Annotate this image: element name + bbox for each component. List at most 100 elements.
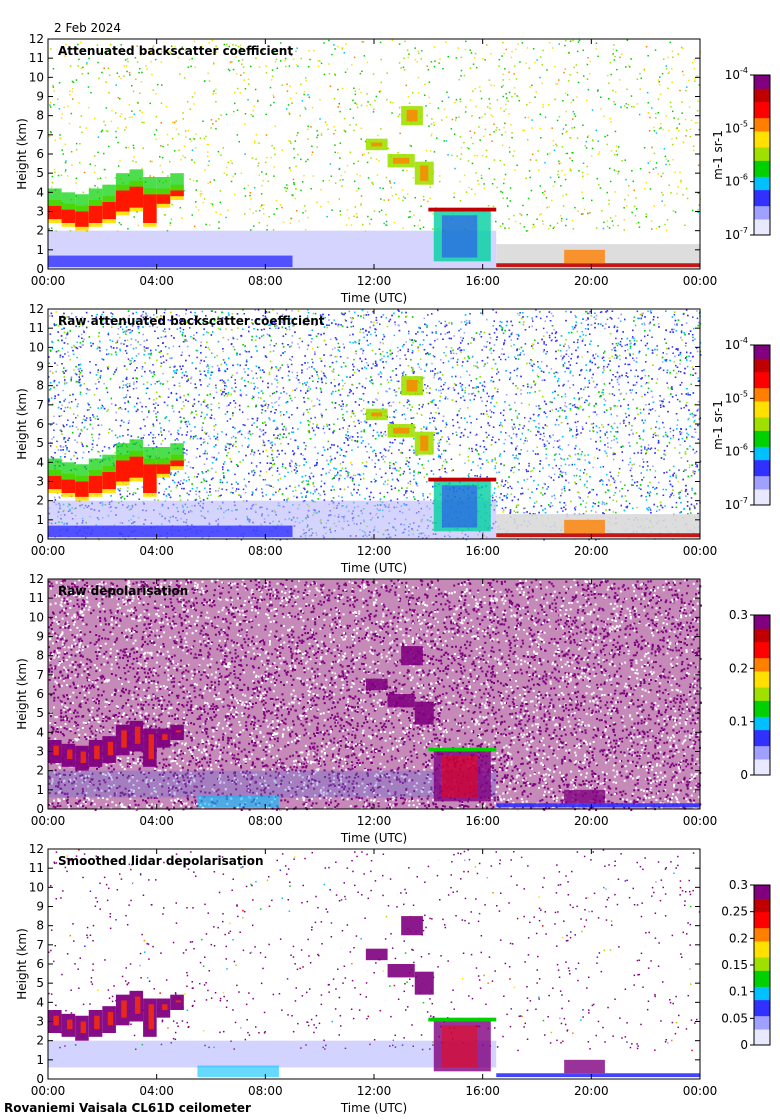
y-tick-label: 9 (36, 90, 44, 104)
colorbar-label: m-1 sr-1 (711, 130, 725, 180)
y-tick-label: 2 (36, 224, 44, 238)
y-tick-label: 8 (36, 919, 44, 933)
colorbar-tick-label: 10-4 (725, 336, 748, 352)
colorbar-tick-label: 10-4 (725, 66, 748, 82)
y-tick-label: 7 (36, 128, 44, 142)
y-tick-label: 1 (36, 783, 44, 797)
x-tick-label: 12:00 (357, 544, 392, 558)
y-axis-label: Height (km) (15, 388, 29, 459)
x-tick-label: 04:00 (139, 274, 174, 288)
y-tick-label: 9 (36, 360, 44, 374)
y-tick-label: 3 (36, 205, 44, 219)
x-tick-label: 12:00 (357, 274, 392, 288)
instrument-label: Rovaniemi Vaisala CL61D ceilometer (4, 1101, 251, 1115)
x-tick-label: 08:00 (248, 274, 283, 288)
y-tick-label: 6 (36, 687, 44, 701)
y-tick-label: 7 (36, 398, 44, 412)
colorbar (753, 344, 771, 506)
colorbar (753, 614, 771, 776)
date-label: 2 Feb 2024 (54, 21, 121, 35)
colorbar-tick-label: 0.1 (729, 985, 748, 999)
x-tick-label: 20:00 (574, 544, 609, 558)
y-tick-label: 7 (36, 938, 44, 952)
cloud-features (48, 376, 700, 539)
colorbar-tick-label: 10-7 (725, 496, 748, 512)
colorbar-tick-label: 10-6 (725, 443, 748, 459)
y-tick-label: 2 (36, 494, 44, 508)
y-tick-label: 5 (36, 166, 44, 180)
colorbar-tick-label: 0 (740, 768, 748, 782)
y-tick-label: 11 (29, 591, 44, 605)
x-tick-label: 00:00 (683, 1084, 718, 1098)
y-tick-label: 9 (36, 630, 44, 644)
y-tick-label: 3 (36, 475, 44, 489)
x-tick-label: 00:00 (31, 814, 66, 828)
colorbar-tick-label: 10-6 (725, 173, 748, 189)
colorbar-tick-label: 10-7 (725, 226, 748, 242)
y-tick-label: 11 (29, 321, 44, 335)
x-tick-label: 00:00 (683, 814, 718, 828)
panel-title: Raw depolarisation (58, 584, 188, 598)
x-tick-label: 04:00 (139, 544, 174, 558)
x-tick-label: 00:00 (31, 1084, 66, 1098)
colorbar-tick-label: 0.3 (729, 608, 748, 622)
colorbar-tick-label: 0.25 (721, 905, 748, 919)
y-tick-label: 6 (36, 417, 44, 431)
x-tick-label: 08:00 (248, 544, 283, 558)
y-tick-label: 2 (36, 764, 44, 778)
plot-area (48, 849, 700, 1079)
x-tick-label: 20:00 (574, 814, 609, 828)
y-tick-label: 2 (36, 1034, 44, 1048)
y-tick-label: 0 (36, 1072, 44, 1086)
y-tick-label: 5 (36, 706, 44, 720)
x-tick-label: 16:00 (465, 814, 500, 828)
y-tick-label: 8 (36, 649, 44, 663)
y-tick-label: 10 (29, 610, 44, 624)
colorbar-tick-label: 0.15 (721, 958, 748, 972)
y-tick-label: 0 (36, 532, 44, 546)
y-tick-label: 6 (36, 957, 44, 971)
y-tick-label: 3 (36, 745, 44, 759)
y-tick-label: 8 (36, 379, 44, 393)
y-tick-label: 7 (36, 668, 44, 682)
panel-title: Attenuated backscatter coefficient (58, 44, 293, 58)
x-axis-label: Time (UTC) (340, 831, 407, 845)
colorbar-tick-label: 0.3 (729, 878, 748, 892)
y-axis-label: Height (km) (15, 118, 29, 189)
colorbar-tick-label: 0.2 (729, 661, 748, 675)
x-tick-label: 20:00 (574, 274, 609, 288)
x-tick-label: 00:00 (31, 274, 66, 288)
colorbar-tick-label: 0.2 (729, 931, 748, 945)
colorbar-tick-label: 0.05 (721, 1011, 748, 1025)
x-tick-label: 16:00 (465, 274, 500, 288)
colorbar-tick-label: 10-5 (725, 119, 748, 135)
x-tick-label: 12:00 (357, 1084, 392, 1098)
y-tick-label: 4 (36, 995, 44, 1009)
y-tick-label: 9 (36, 900, 44, 914)
colorbar (753, 74, 771, 236)
x-tick-label: 08:00 (248, 1084, 283, 1098)
y-tick-label: 6 (36, 147, 44, 161)
y-tick-label: 4 (36, 185, 44, 199)
x-axis-label: Time (UTC) (340, 561, 407, 575)
cloud-features (48, 106, 700, 269)
colorbar-tick-label: 10-5 (725, 389, 748, 405)
y-tick-label: 5 (36, 436, 44, 450)
panel-title: Raw attenuated backscatter coefficient (58, 314, 325, 328)
colorbar-label: m-1 sr-1 (711, 400, 725, 450)
y-tick-label: 12 (29, 32, 44, 46)
heatmap-cells (48, 849, 701, 1052)
y-tick-label: 1 (36, 243, 44, 257)
colorbar-tick-label: 0.1 (729, 715, 748, 729)
x-tick-label: 04:00 (139, 814, 174, 828)
cloud-features (48, 646, 700, 808)
y-tick-label: 11 (29, 51, 44, 65)
y-axis-label: Height (km) (15, 928, 29, 999)
x-axis-label: Time (UTC) (340, 1101, 407, 1115)
y-tick-label: 4 (36, 725, 44, 739)
y-tick-label: 10 (29, 70, 44, 84)
